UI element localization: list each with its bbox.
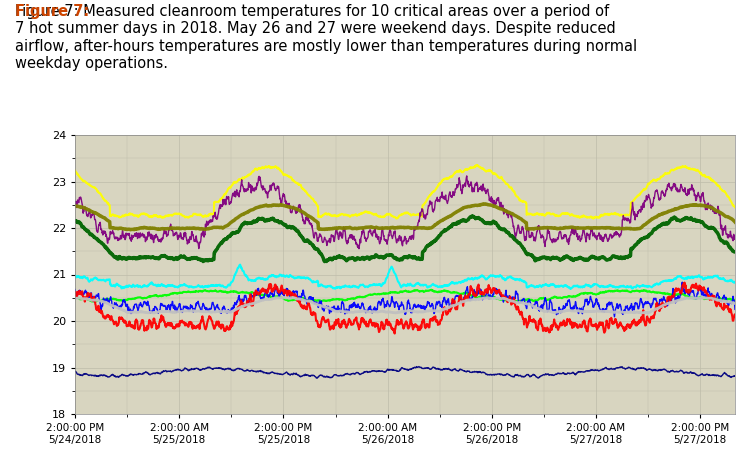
- Text: Figure 7:: Figure 7:: [15, 4, 89, 19]
- Text: Figure 7: Measured cleanroom temperatures for 10 critical areas over a period of: Figure 7: Measured cleanroom temperature…: [15, 4, 637, 71]
